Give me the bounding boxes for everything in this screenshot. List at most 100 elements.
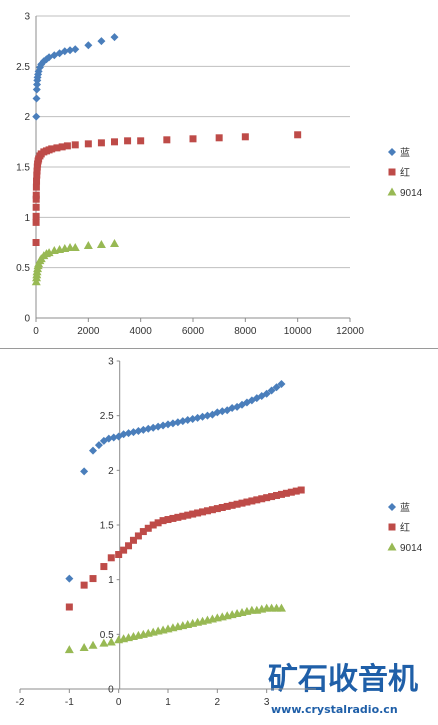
bottom-y-tick-3: 1.5 <box>100 521 114 532</box>
bottom-x-tick-1: -1 <box>65 697 74 708</box>
top-x-tick-3: 6000 <box>182 326 205 337</box>
top-series-red-point-26 <box>111 138 118 146</box>
bottom-series-red-point-12 <box>149 521 157 529</box>
bottom-series-red-point-34 <box>258 495 266 503</box>
bottom-series-9014 <box>64 603 286 654</box>
bottom-series-blue-point-39 <box>272 383 281 392</box>
bottom-series-red-point-14 <box>159 517 167 525</box>
top-x-tick-6: 12000 <box>336 326 364 337</box>
top-y-tick-1: 0.5 <box>16 263 30 274</box>
top-series-9014-point-0 <box>31 277 41 286</box>
bottom-series-red-point-36 <box>268 493 276 501</box>
bottom-series-red-point-37 <box>273 491 281 499</box>
top-series-red-point-9 <box>33 167 41 175</box>
top-series-red-point-1 <box>32 218 40 226</box>
bottom-y-tick-5: 2.5 <box>100 411 114 422</box>
top-x-tick-5: 10000 <box>284 326 312 337</box>
bottom-axes <box>19 360 316 693</box>
bottom-series-red-point-3 <box>100 563 108 571</box>
bottom-series-red-point-38 <box>277 490 285 498</box>
bottom-series-blue-point-8 <box>119 430 128 439</box>
top-series-red-point-30 <box>189 135 197 143</box>
top-gridlines <box>36 15 350 319</box>
bottom-legend-9014-point-marker <box>387 542 397 551</box>
top-series-red-point-21 <box>58 143 66 151</box>
top-series-red-point-8 <box>33 171 41 179</box>
top-series-red-point-24 <box>84 140 92 148</box>
bottom-legend-red-point-marker <box>388 523 396 531</box>
top-series-blue-point-15 <box>60 47 69 56</box>
top-series-blue-point-16 <box>66 46 75 55</box>
bottom-series-red <box>65 486 305 611</box>
bottom-series-9014-point-4 <box>106 637 116 646</box>
bottom-series-red-point-41 <box>292 487 300 495</box>
bottom-series-red-point-19 <box>184 511 192 519</box>
bottom-series-9014-point-0 <box>64 645 74 654</box>
bottom-series-red-point-16 <box>169 514 177 522</box>
bottom-series-blue-point-38 <box>267 386 276 395</box>
bottom-scatter-chart: 矿石收音机 www.crystalradio.cn 0 0.5 1 1.5 2 2.5 3 -… <box>16 357 423 717</box>
bottom-series-blue <box>65 379 286 583</box>
bottom-series-blue-point-27 <box>213 408 222 417</box>
bottom-series-blue-point-4 <box>99 436 108 445</box>
top-chart-panel: 0 0.5 1 1.5 2 2.5 3 0 2000 4000 6000 8000 10000 12000… <box>0 0 438 349</box>
top-series-red-point-33 <box>294 131 302 139</box>
top-x-tick-2: 4000 <box>130 326 153 337</box>
bottom-series-red-point-35 <box>263 494 271 502</box>
bottom-series-red-point-22 <box>199 508 207 516</box>
bottom-series-blue-point-10 <box>129 428 138 437</box>
top-axes <box>35 16 351 322</box>
bottom-series-blue-point-6 <box>109 433 118 442</box>
top-series-blue-point-1 <box>32 94 41 103</box>
bottom-series-red-point-28 <box>228 501 236 509</box>
top-series-red-point-0 <box>32 239 40 246</box>
top-legend-blue-point-marker <box>388 148 396 156</box>
top-y-tick-0: 0 <box>24 314 30 325</box>
bottom-series-blue-point-3 <box>94 441 103 450</box>
bottom-series-red-point-30 <box>238 499 246 507</box>
bottom-series-9014-point-1 <box>79 642 89 651</box>
top-legend-9014-label: 9014 <box>400 188 423 199</box>
top-x-tick-1: 2000 <box>77 326 100 337</box>
top-series-9014-point-19 <box>110 239 119 248</box>
top-tick-labels: 0 0.5 1 1.5 2 2.5 3 0 2000 4000 6000 8000 10000 12000 <box>16 12 364 338</box>
bottom-legend-9014-label: 9014 <box>400 543 423 554</box>
top-series-red-point-7 <box>33 177 41 185</box>
bottom-series-blue-point-40 <box>277 379 286 388</box>
bottom-series-9014-point-38 <box>276 603 286 612</box>
bottom-x-tick-5: 3 <box>264 697 270 708</box>
top-series-blue-point-19 <box>97 37 106 46</box>
top-y-tick-3: 1.5 <box>16 163 30 174</box>
bottom-series-blue-point-16 <box>159 421 168 430</box>
top-series-9014-point-16 <box>70 243 80 252</box>
bottom-series-red-point-40 <box>287 488 295 496</box>
bottom-series-blue-point-14 <box>149 423 158 432</box>
bottom-series-red-point-21 <box>194 509 202 517</box>
bottom-series-red-point-7 <box>125 542 133 550</box>
top-series-blue-point-20 <box>110 33 119 42</box>
top-x-tick-4: 8000 <box>234 326 257 337</box>
bottom-series-red-point-27 <box>223 502 231 510</box>
top-series-9014-point-18 <box>96 240 106 249</box>
top-series-red-point-29 <box>163 136 171 144</box>
bottom-series-blue-point-36 <box>257 391 266 400</box>
bottom-series-red-point-20 <box>189 510 197 518</box>
bottom-series-red-point-18 <box>179 512 187 520</box>
top-series-blue-point-0 <box>32 112 41 121</box>
bottom-series-red-point-24 <box>208 506 216 514</box>
bottom-chart-panel: 矿石收音机 www.crystalradio.cn 0 0.5 1 1.5 2 2.5 3 -… <box>0 349 438 720</box>
top-series-red-point-31 <box>215 134 223 142</box>
bottom-series-blue-point-25 <box>203 411 212 420</box>
top-series-red-point-20 <box>53 144 61 152</box>
bottom-series-blue-point-5 <box>104 434 113 443</box>
bottom-series-blue-point-37 <box>262 389 271 398</box>
bottom-series-red-point-10 <box>139 528 147 536</box>
bottom-series-red-point-32 <box>248 497 256 505</box>
bottom-series-red-point-25 <box>213 505 221 513</box>
bottom-series-red-point-31 <box>243 498 251 506</box>
bottom-tick-labels: 0 0.5 1 1.5 2 2.5 3 -2 -1 0 1 2 3 <box>16 357 270 709</box>
top-legend-9014-point-marker <box>387 187 397 196</box>
bottom-x-tick-0: -2 <box>16 697 25 708</box>
top-y-tick-4: 2 <box>24 112 30 123</box>
bottom-series-9014-point-3 <box>99 638 109 647</box>
